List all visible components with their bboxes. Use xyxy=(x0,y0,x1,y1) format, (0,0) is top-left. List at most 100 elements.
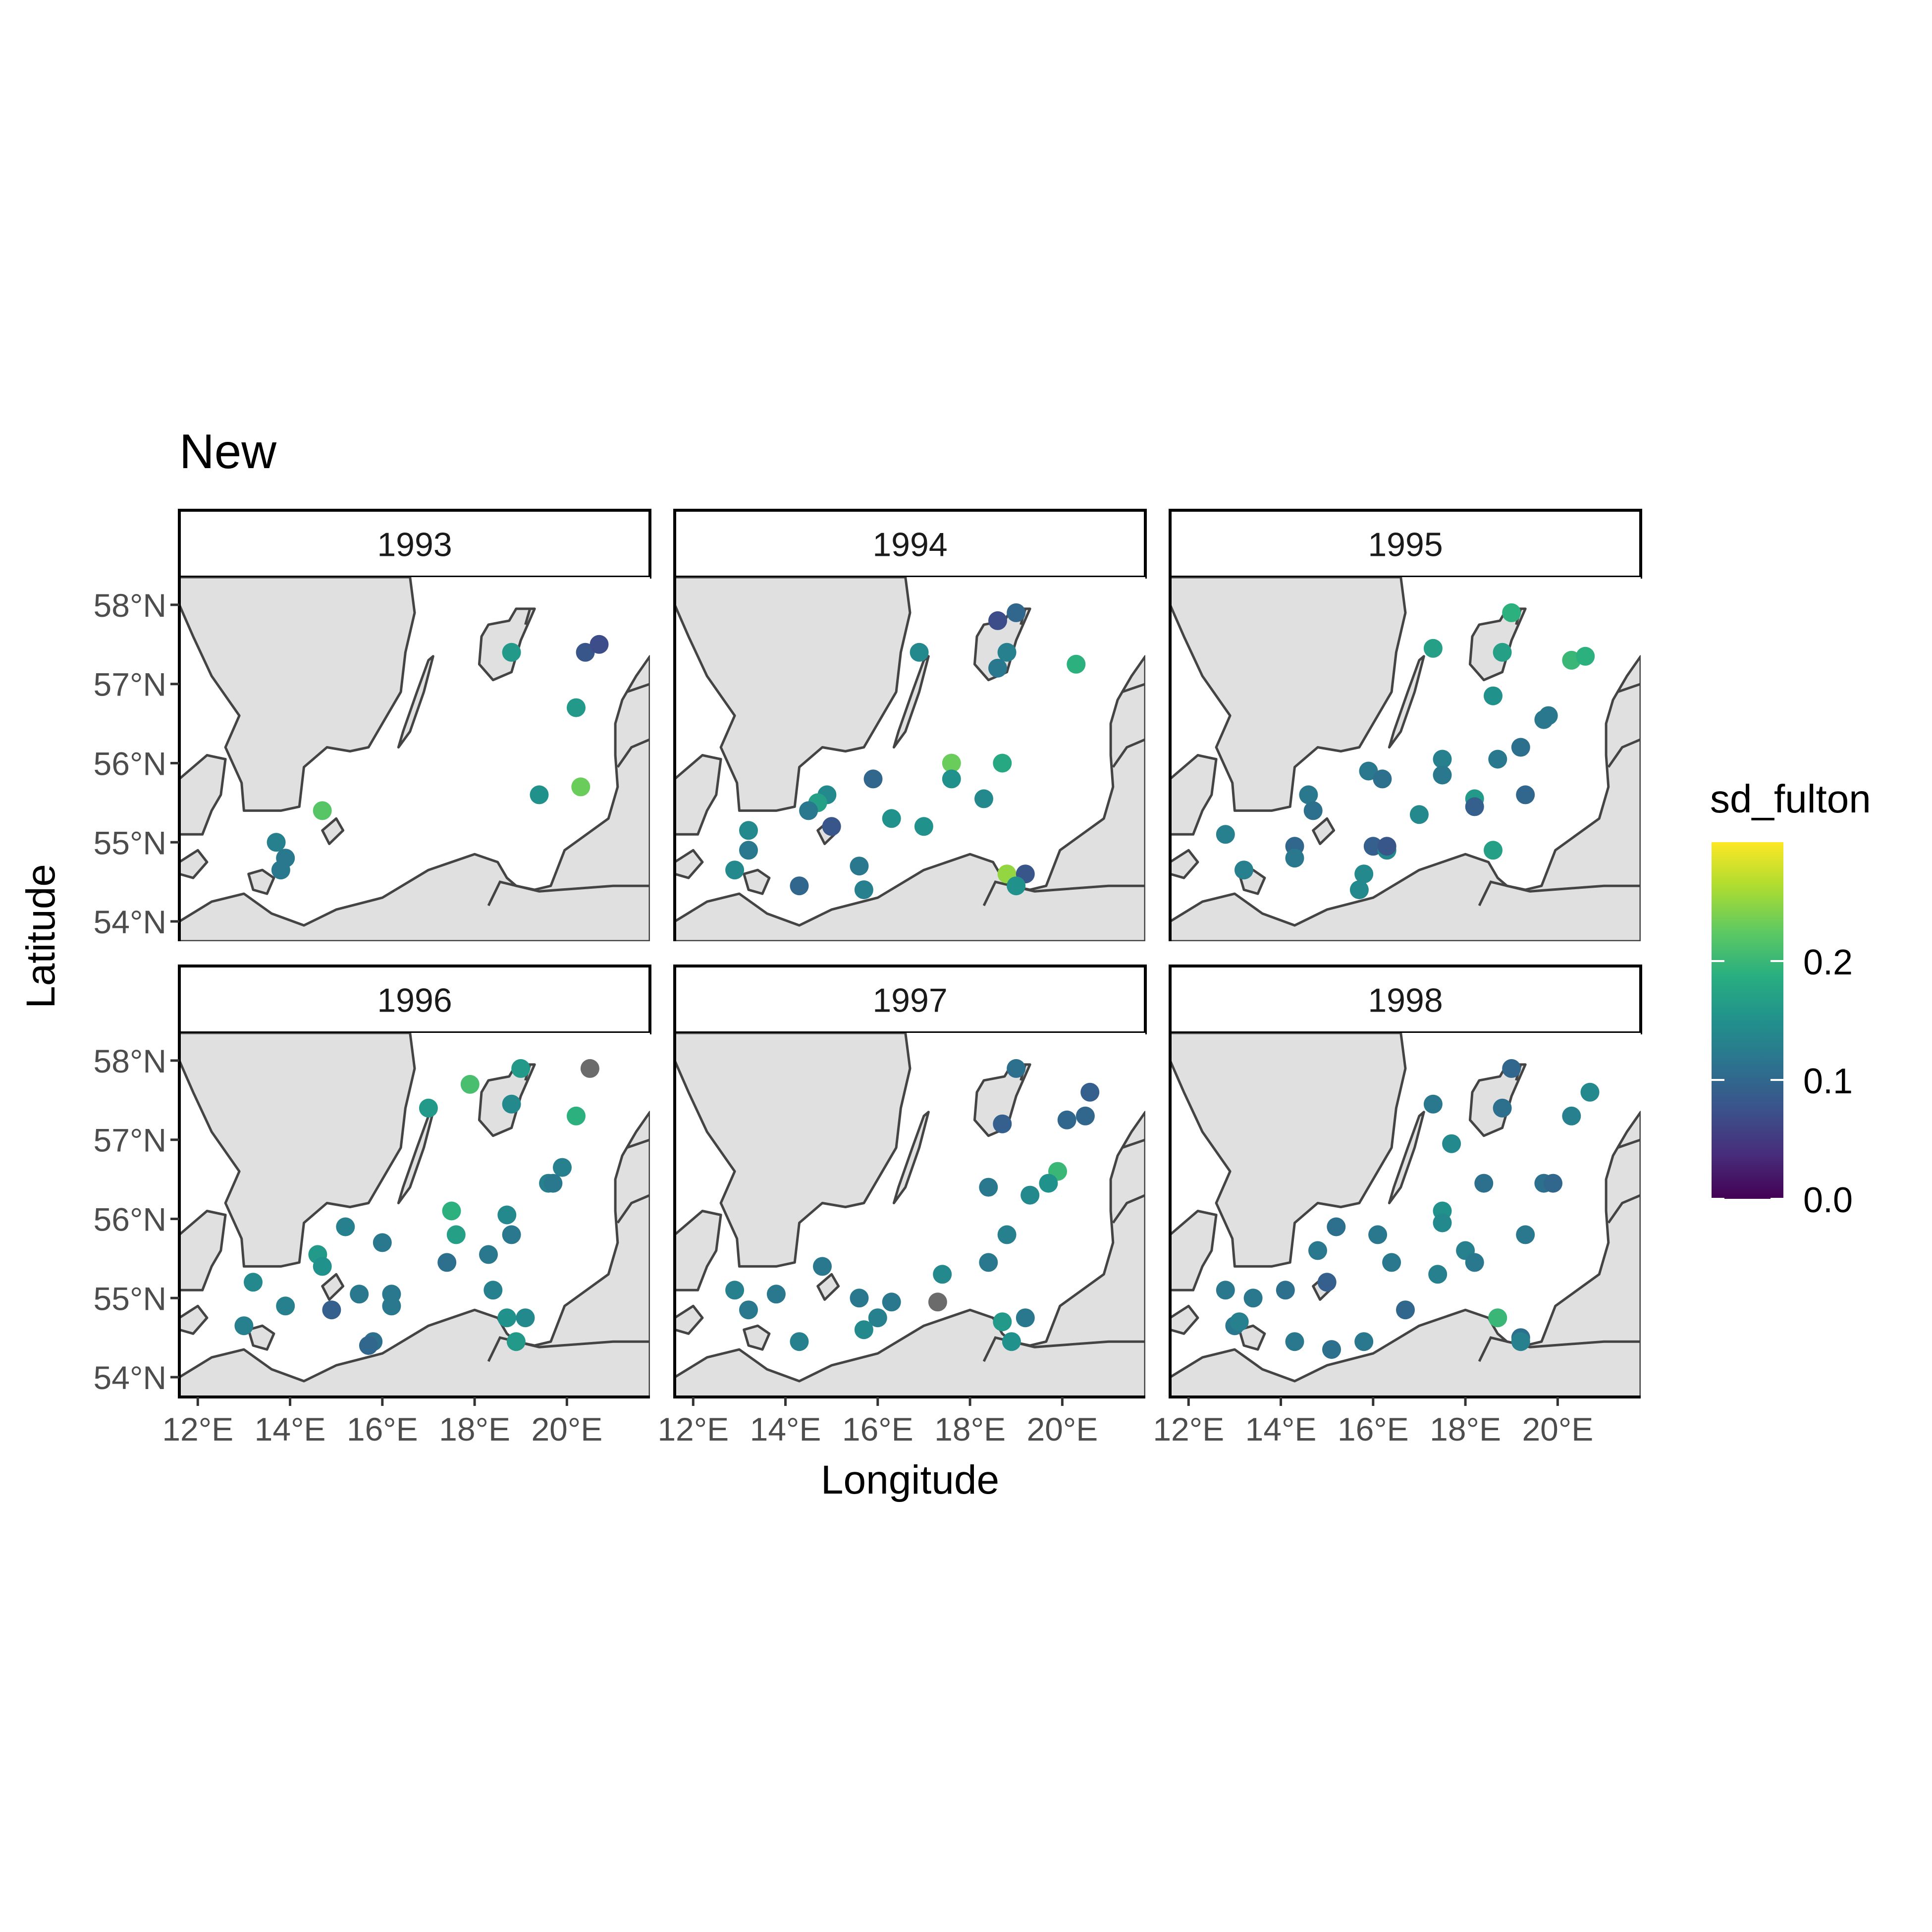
country-border xyxy=(1607,1194,1641,1224)
station-point xyxy=(502,643,521,662)
country-border xyxy=(616,738,650,768)
rugen-land xyxy=(247,1324,275,1351)
station-point xyxy=(1488,1308,1507,1328)
facet-strip-label: 1997 xyxy=(872,982,947,1020)
station-point xyxy=(790,876,809,896)
x-tick-label: 16°E xyxy=(347,1411,418,1448)
station-point xyxy=(942,769,961,789)
station-point xyxy=(1039,1174,1058,1193)
station-point xyxy=(1516,785,1535,805)
station-point xyxy=(993,1312,1012,1332)
station-point xyxy=(739,1300,758,1320)
station-point xyxy=(580,1059,599,1078)
station-point xyxy=(1562,1106,1581,1126)
station-point xyxy=(863,769,883,789)
station-point xyxy=(882,809,901,828)
station-point xyxy=(974,789,993,808)
station-point xyxy=(1396,1300,1415,1320)
x-tick-label: 18°E xyxy=(439,1411,510,1448)
zealand-land xyxy=(675,754,722,836)
country-border xyxy=(1112,1194,1145,1224)
y-tick-label: 56°N xyxy=(94,745,166,782)
station-point xyxy=(993,753,1012,773)
station-point xyxy=(497,1205,517,1225)
station-point xyxy=(1580,1082,1600,1102)
oland-land xyxy=(1388,1111,1425,1204)
station-point xyxy=(483,1281,503,1300)
station-point xyxy=(1433,1213,1452,1233)
country-border xyxy=(1112,738,1145,768)
y-tick-label: 56°N xyxy=(94,1201,166,1237)
bornholm-land xyxy=(321,1273,345,1301)
facet-strip-label: 1998 xyxy=(1368,982,1443,1020)
station-point xyxy=(1299,785,1318,805)
x-axis-title: Longitude xyxy=(821,1457,999,1503)
station-point xyxy=(1317,1273,1337,1292)
rugen-land xyxy=(247,868,275,895)
oland-land xyxy=(1388,655,1425,749)
station-point xyxy=(1576,646,1595,666)
station-point xyxy=(590,635,609,654)
station-point xyxy=(1368,1225,1388,1244)
y-tick-label: 54°N xyxy=(94,904,166,940)
x-tick-label: 20°E xyxy=(1522,1411,1593,1448)
station-point xyxy=(910,643,929,662)
x-tick-label: 20°E xyxy=(1026,1411,1098,1448)
x-tick-label: 20°E xyxy=(531,1411,602,1448)
facet-panel-1995: 1995 xyxy=(1169,509,1642,941)
station-point xyxy=(1216,825,1235,844)
station-point xyxy=(511,1059,531,1078)
station-point xyxy=(1057,1110,1076,1129)
coast-line xyxy=(524,608,532,625)
station-point xyxy=(988,658,1007,678)
y-axis-title: Latitude xyxy=(18,864,63,1009)
station-point xyxy=(914,817,933,836)
station-point xyxy=(1354,864,1374,884)
station-point xyxy=(1080,1082,1100,1102)
falster-land xyxy=(675,849,704,879)
station-point xyxy=(854,880,873,900)
station-point xyxy=(979,1253,998,1272)
station-point xyxy=(313,1257,332,1276)
station-point xyxy=(766,1285,786,1304)
station-point xyxy=(1465,797,1484,816)
legend-tick-label: 0.2 xyxy=(1803,943,1853,982)
station-point xyxy=(1433,765,1452,785)
x-tick-label: 14°E xyxy=(750,1411,821,1448)
station-point xyxy=(576,643,595,662)
facet-panel-1998: 1998 12°E 14°E 16°E 18°E 20°E xyxy=(1153,965,1642,1448)
station-point xyxy=(1502,1059,1521,1078)
country-border xyxy=(982,880,1145,907)
station-point xyxy=(336,1217,355,1236)
country-border xyxy=(1617,683,1641,694)
station-point xyxy=(739,821,758,840)
station-point xyxy=(276,1296,295,1316)
station-point xyxy=(1474,1174,1494,1193)
station-point xyxy=(1382,1253,1401,1272)
station-point xyxy=(1349,880,1369,900)
station-point xyxy=(799,801,818,820)
x-tick-label: 18°E xyxy=(934,1411,1006,1448)
station-point xyxy=(1303,801,1323,820)
station-point xyxy=(442,1201,461,1221)
oland-land xyxy=(397,655,434,749)
station-point xyxy=(516,1308,535,1328)
station-point xyxy=(1423,639,1443,658)
station-point xyxy=(1409,805,1429,824)
station-point xyxy=(850,1288,869,1308)
station-point xyxy=(506,1332,526,1351)
map-area xyxy=(1169,577,1641,941)
station-point xyxy=(271,860,290,880)
station-point xyxy=(234,1316,254,1336)
facet-panel-1993: 1993 54°N 55°N 56°N 57°N 58°N xyxy=(94,509,651,941)
station-point xyxy=(882,1292,901,1312)
station-point xyxy=(850,857,869,876)
legend-tick-label: 0.0 xyxy=(1803,1181,1853,1220)
country-border xyxy=(626,1138,650,1149)
x-tick-label: 12°E xyxy=(657,1411,729,1448)
country-border xyxy=(1478,880,1641,907)
station-point xyxy=(1216,1281,1235,1300)
x-tick-label: 16°E xyxy=(842,1411,913,1448)
station-point xyxy=(446,1225,466,1244)
station-point xyxy=(725,1281,745,1300)
